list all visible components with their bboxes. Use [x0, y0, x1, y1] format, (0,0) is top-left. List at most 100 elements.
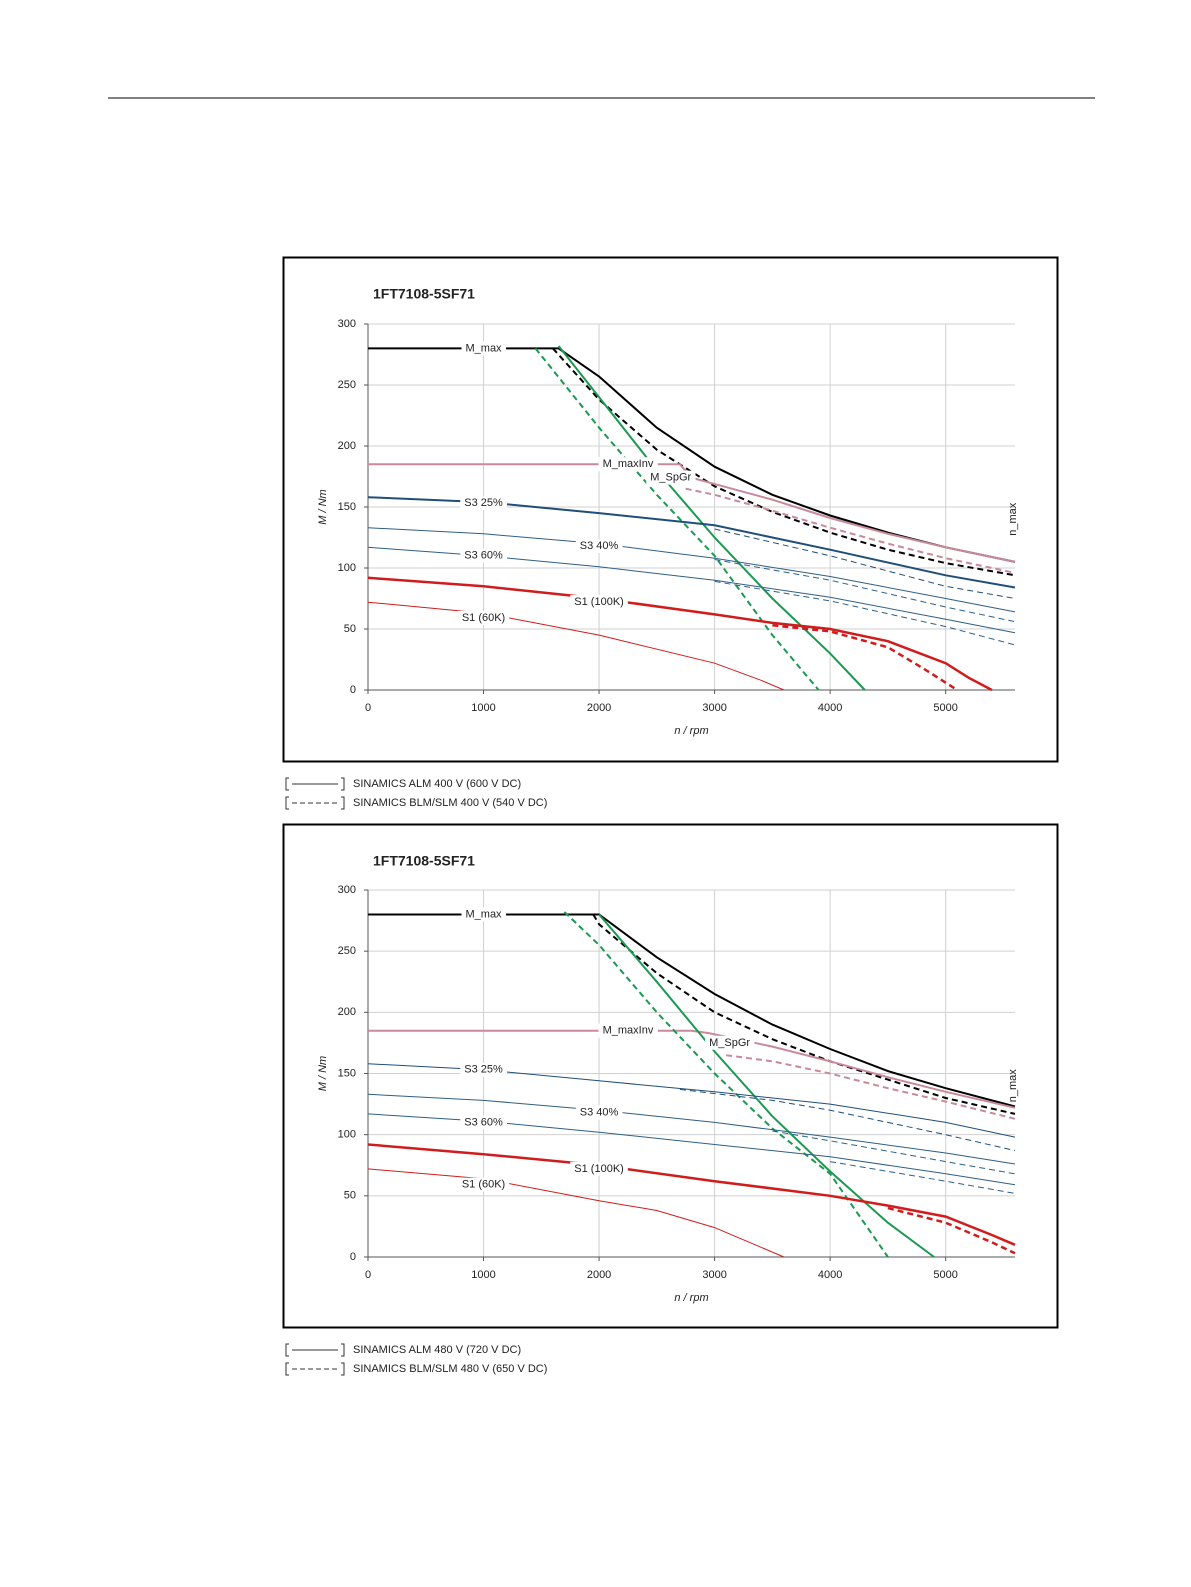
curve-label-bg: [460, 496, 508, 511]
curve-label-bg: [570, 595, 628, 610]
y-tick-label: 200: [338, 440, 356, 452]
curve: [772, 624, 958, 692]
curve: [772, 1130, 1016, 1175]
y-tick-label: 150: [338, 1067, 356, 1079]
x-tick-label: 0: [365, 702, 371, 714]
curve-label: M_maxInv: [603, 458, 654, 470]
chart-title: 1FT7108-5SF71: [373, 286, 475, 302]
x-tick-label: 2000: [587, 702, 611, 714]
curve: [367, 1093, 1016, 1165]
curve-label: S3 40%: [580, 1107, 619, 1119]
y-tick-label: 250: [338, 945, 356, 957]
curve: [368, 913, 1016, 1108]
x-tick-label: 5000: [933, 702, 957, 714]
curve-label: M_SpGr: [650, 472, 691, 484]
legend-bracket: [285, 1343, 289, 1357]
curve: [679, 1088, 1016, 1152]
x-tick-label: 1000: [471, 1269, 495, 1281]
curve: [368, 463, 1016, 563]
x-tick-label: 1000: [471, 702, 495, 714]
curve: [557, 345, 866, 691]
curve: [367, 576, 993, 692]
legend-bracket: [285, 777, 289, 791]
y-axis-label: M / Nm: [317, 1056, 329, 1091]
legend-label: SINAMICS BLM/SLM 480 V (650 V DC): [353, 1363, 547, 1375]
curve-label: S3 25%: [464, 497, 503, 509]
y-tick-label: 300: [338, 318, 356, 330]
curve: [830, 1161, 1016, 1194]
curve: [726, 1054, 1016, 1120]
curve-label-bg: [461, 341, 507, 356]
curve-label: S1 (60K): [462, 612, 505, 624]
curve-label-bg: [460, 548, 508, 563]
chart-title: 1FT7108-5SF71: [373, 853, 475, 869]
curve-label: S1 (60K): [462, 1179, 505, 1191]
x-tick-label: 2000: [587, 1269, 611, 1281]
legend-label: SINAMICS ALM 400 V (600 V DC): [353, 778, 521, 790]
curve-label: S3 40%: [580, 540, 619, 552]
curve: [714, 559, 1016, 623]
y-tick-label: 200: [338, 1006, 356, 1018]
y-tick-label: 0: [350, 1251, 356, 1263]
y-tick-label: 50: [344, 1190, 356, 1202]
x-axis-label: n / rpm: [674, 725, 708, 737]
curve-label: S3 60%: [464, 1116, 503, 1128]
y-tick-label: 300: [338, 884, 356, 896]
y-tick-label: 150: [338, 501, 356, 513]
y-axis-label: M / Nm: [317, 489, 329, 524]
y-tick-label: 0: [350, 684, 356, 696]
curve: [368, 1029, 1016, 1109]
curve-label-bg: [646, 470, 696, 485]
curve: [563, 911, 889, 1258]
x-axis-label: n / rpm: [674, 1292, 708, 1304]
curve-label-bg: [575, 538, 623, 553]
curve-label-bg: [457, 610, 510, 625]
curve-label-bg: [460, 1115, 508, 1130]
curve: [552, 347, 1016, 577]
curve: [367, 1143, 1016, 1246]
curve-label: S3 60%: [464, 550, 503, 562]
curve-label-bg: [598, 457, 658, 472]
x-tick-label: 3000: [702, 1269, 726, 1281]
y-tick-label: 50: [344, 623, 356, 635]
n-max-label: n_max: [1007, 502, 1019, 536]
legend-bracket: [341, 1343, 345, 1357]
x-tick-label: 0: [365, 1269, 371, 1281]
curve-label-bg: [570, 1161, 628, 1176]
y-tick-label: 100: [338, 1129, 356, 1141]
curve-label: S1 (100K): [574, 1163, 624, 1175]
curve: [592, 913, 1016, 1115]
curve-label-bg: [598, 1023, 658, 1038]
legend-bracket: [341, 796, 345, 810]
legend-bracket: [285, 796, 289, 810]
curve-label-bg: [575, 1105, 623, 1120]
curve: [887, 1206, 1016, 1255]
x-tick-label: 3000: [702, 702, 726, 714]
curve: [368, 347, 1016, 563]
legend-bracket: [341, 777, 345, 791]
y-tick-label: 250: [338, 379, 356, 391]
x-tick-label: 4000: [818, 702, 842, 714]
x-tick-label: 5000: [933, 1269, 957, 1281]
curve-label-bg: [457, 1177, 510, 1192]
n-max-label: n_max: [1007, 1069, 1019, 1103]
curve: [598, 913, 935, 1258]
curve-label: M_maxInv: [603, 1025, 654, 1037]
curve-label: M_SpGr: [709, 1037, 750, 1049]
chart-frame: [282, 823, 1059, 1329]
legend-label: SINAMICS ALM 480 V (720 V DC): [353, 1344, 521, 1356]
curve-label-bg: [460, 1062, 508, 1077]
curve-label: S3 25%: [464, 1064, 503, 1076]
x-tick-label: 4000: [818, 1269, 842, 1281]
curve: [367, 527, 1016, 613]
curve: [714, 580, 1016, 646]
curve: [714, 528, 1016, 599]
curve-label: M_max: [466, 342, 503, 354]
chart-frame: [282, 256, 1059, 763]
curve-label-bg: [705, 1035, 755, 1050]
legend-bracket: [341, 1362, 345, 1376]
legend-bracket: [285, 1362, 289, 1376]
curve-label: S1 (100K): [574, 596, 624, 608]
